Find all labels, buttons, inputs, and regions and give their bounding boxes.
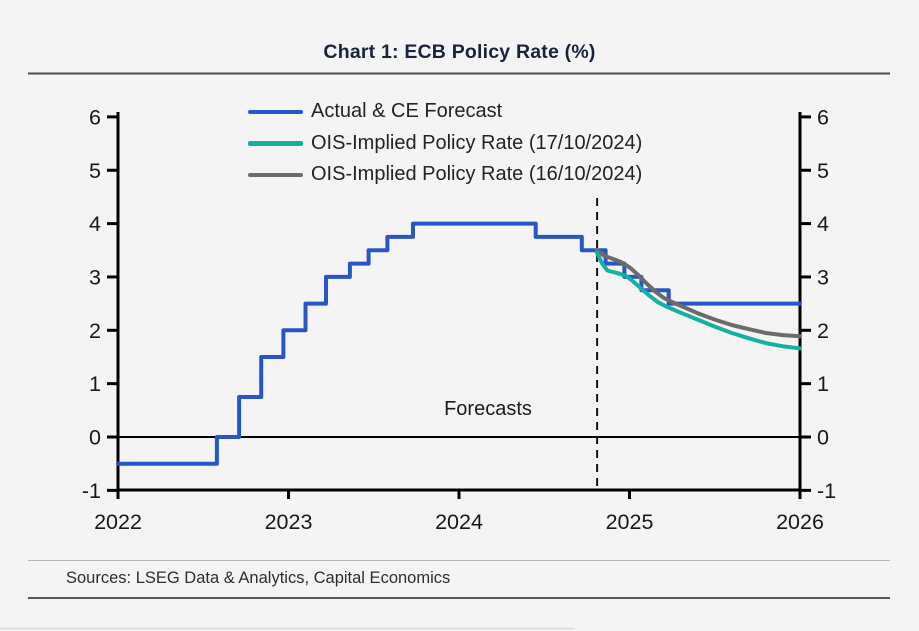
legend-line-swatch-gray [248,172,303,177]
y-axis-tick-label-right: 6 [817,105,829,129]
y-axis-tick-label-left: 4 [89,212,101,236]
y-axis-tick-label-left: 6 [89,105,101,129]
y-axis-tick-label-left: 1 [89,372,101,396]
x-axis-tick-label: 2026 [776,510,824,534]
forecasts-annotation: Forecasts [444,398,532,420]
legend-label: OIS-Implied Policy Rate (16/10/2024) [311,163,643,186]
series-line-actual-ce-forecast [116,221,802,466]
x-axis-tick-label: 2024 [435,510,483,534]
legend-label: OIS-Implied Policy Rate (17/10/2024) [311,131,643,154]
x-axis-tick-label: 2022 [94,510,142,534]
legend-line-swatch-blue [248,109,303,114]
y-axis-tick-label-right: 2 [817,319,829,343]
y-axis-tick-label-left: 5 [89,159,101,183]
x-axis-tick-label: 2025 [606,510,654,534]
y-axis-tick-label-right: -1 [817,479,836,503]
series-line-ois-implied-16-10-2024 [595,248,802,339]
x-axis-tick-label: 2023 [265,510,313,534]
y-axis-tick-label-right: 3 [817,265,829,289]
legend: Actual & CE Forecast OIS-Implied Policy … [248,96,642,191]
y-axis-tick-label-left: 0 [89,426,101,450]
y-axis-tick-label-right: 1 [817,372,829,396]
legend-item-ois-16-10-2024: OIS-Implied Policy Rate (16/10/2024) [248,159,642,191]
legend-item-ois-17-10-2024: OIS-Implied Policy Rate (17/10/2024) [248,128,642,160]
series-line-ois-implied-17-10-2024 [595,250,802,351]
legend-item-actual-ce-forecast: Actual & CE Forecast [248,96,642,128]
y-axis-tick-label-right: 5 [817,159,829,183]
legend-label: Actual & CE Forecast [311,100,503,123]
y-axis-tick-label-left: 3 [89,265,101,289]
sources-line: Sources: LSEG Data & Analytics, Capital … [66,569,451,587]
y-axis-tick-label-right: 4 [817,212,829,236]
y-axis-tick-label-right: 0 [817,426,829,450]
y-axis-tick-label-left: -1 [82,479,101,503]
legend-line-swatch-teal [248,141,303,146]
chart-title: Chart 1: ECB Policy Rate (%) [323,41,596,63]
y-axis-tick-label-left: 2 [89,319,101,343]
